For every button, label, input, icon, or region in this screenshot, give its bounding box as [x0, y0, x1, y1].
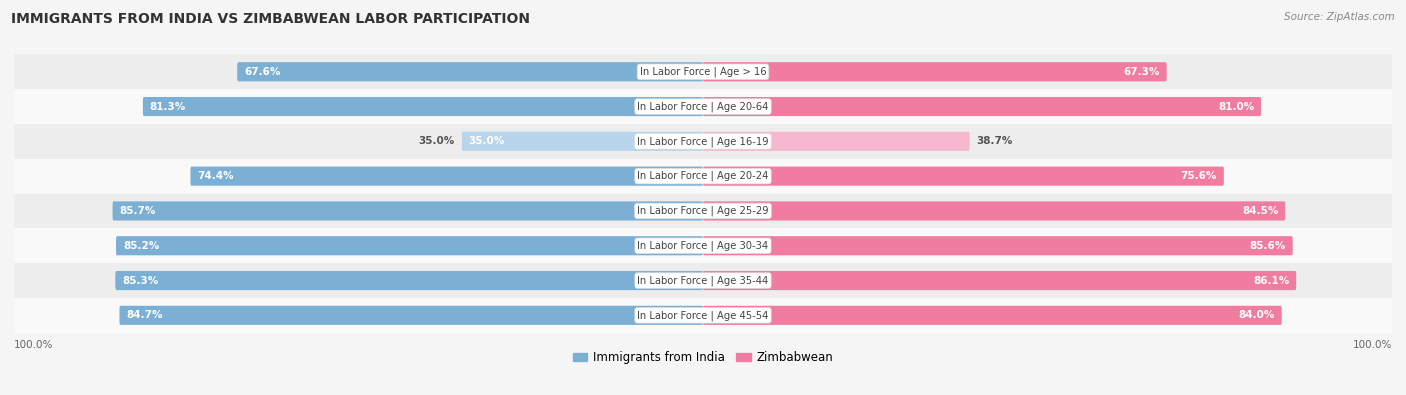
Text: 81.3%: 81.3%: [150, 102, 186, 111]
FancyBboxPatch shape: [703, 271, 1296, 290]
Text: 67.6%: 67.6%: [245, 67, 281, 77]
Bar: [14, 124, 1392, 159]
Text: 67.3%: 67.3%: [1123, 67, 1160, 77]
Bar: [14, 228, 1392, 263]
FancyBboxPatch shape: [120, 306, 703, 325]
Text: 84.5%: 84.5%: [1241, 206, 1278, 216]
Text: 84.0%: 84.0%: [1239, 310, 1275, 320]
Text: In Labor Force | Age 20-24: In Labor Force | Age 20-24: [637, 171, 769, 181]
Text: 85.6%: 85.6%: [1250, 241, 1286, 251]
FancyBboxPatch shape: [117, 236, 703, 255]
Text: In Labor Force | Age > 16: In Labor Force | Age > 16: [640, 66, 766, 77]
FancyBboxPatch shape: [703, 306, 1282, 325]
Text: 100.0%: 100.0%: [14, 340, 53, 350]
Text: 85.2%: 85.2%: [122, 241, 159, 251]
FancyBboxPatch shape: [112, 201, 703, 220]
FancyBboxPatch shape: [143, 97, 703, 116]
Text: 85.7%: 85.7%: [120, 206, 156, 216]
FancyBboxPatch shape: [190, 167, 703, 186]
Text: 84.7%: 84.7%: [127, 310, 163, 320]
Text: 100.0%: 100.0%: [1353, 340, 1392, 350]
Bar: [14, 194, 1392, 228]
Text: In Labor Force | Age 35-44: In Labor Force | Age 35-44: [637, 275, 769, 286]
Bar: [14, 55, 1392, 89]
Legend: Immigrants from India, Zimbabwean: Immigrants from India, Zimbabwean: [568, 346, 838, 369]
Text: In Labor Force | Age 20-64: In Labor Force | Age 20-64: [637, 101, 769, 112]
FancyBboxPatch shape: [703, 167, 1223, 186]
FancyBboxPatch shape: [703, 97, 1261, 116]
Text: 38.7%: 38.7%: [977, 136, 1012, 147]
Text: 35.0%: 35.0%: [468, 136, 505, 147]
FancyBboxPatch shape: [238, 62, 703, 81]
Text: In Labor Force | Age 45-54: In Labor Force | Age 45-54: [637, 310, 769, 321]
Text: 81.0%: 81.0%: [1218, 102, 1254, 111]
FancyBboxPatch shape: [461, 132, 703, 151]
Text: 74.4%: 74.4%: [197, 171, 233, 181]
Text: In Labor Force | Age 25-29: In Labor Force | Age 25-29: [637, 206, 769, 216]
FancyBboxPatch shape: [703, 201, 1285, 220]
Bar: [14, 298, 1392, 333]
Text: 35.0%: 35.0%: [419, 136, 456, 147]
FancyBboxPatch shape: [115, 271, 703, 290]
Bar: [14, 263, 1392, 298]
Bar: [14, 159, 1392, 194]
Text: IMMIGRANTS FROM INDIA VS ZIMBABWEAN LABOR PARTICIPATION: IMMIGRANTS FROM INDIA VS ZIMBABWEAN LABO…: [11, 12, 530, 26]
Text: 86.1%: 86.1%: [1253, 276, 1289, 286]
Text: 85.3%: 85.3%: [122, 276, 159, 286]
FancyBboxPatch shape: [703, 132, 970, 151]
Bar: [14, 89, 1392, 124]
Text: In Labor Force | Age 30-34: In Labor Force | Age 30-34: [637, 241, 769, 251]
Text: In Labor Force | Age 16-19: In Labor Force | Age 16-19: [637, 136, 769, 147]
Text: Source: ZipAtlas.com: Source: ZipAtlas.com: [1284, 12, 1395, 22]
FancyBboxPatch shape: [703, 236, 1292, 255]
Text: 75.6%: 75.6%: [1181, 171, 1218, 181]
FancyBboxPatch shape: [703, 62, 1167, 81]
